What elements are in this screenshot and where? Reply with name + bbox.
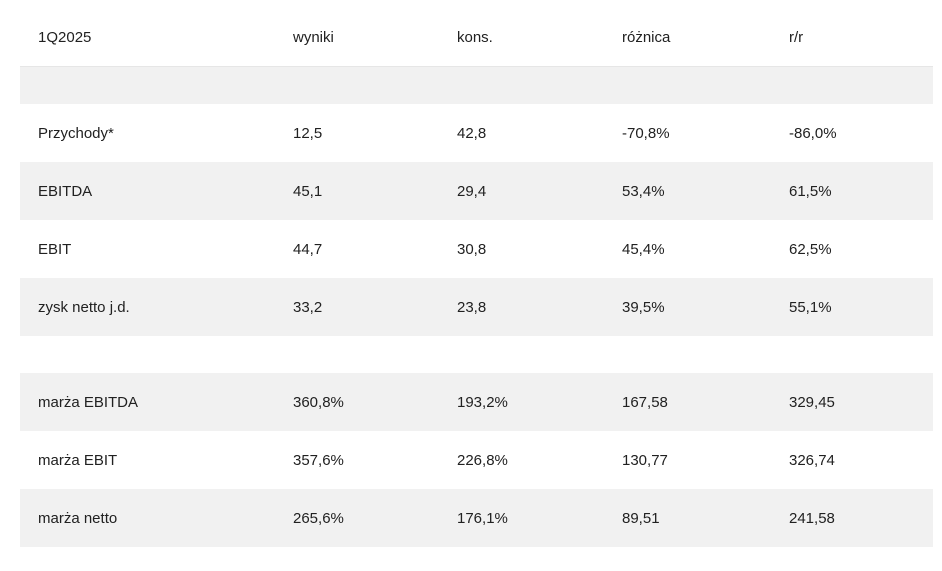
table-cell: 45,4%	[622, 240, 665, 258]
table-cell: 326,74	[789, 451, 835, 469]
table-cell: -70,8%	[622, 124, 670, 142]
table-cell: 55,1%	[789, 298, 832, 316]
spacer-row-top	[20, 66, 933, 104]
table-cell: 226,8%	[457, 451, 508, 469]
row-label: EBIT	[38, 240, 72, 258]
table-cell: 130,77	[622, 451, 668, 469]
spacer-cell	[20, 66, 933, 104]
table-cell: 29,4	[457, 182, 487, 200]
header-cell-rr: r/r	[789, 29, 804, 47]
table-cell: 61,5%	[789, 182, 832, 200]
table-cell: 167,58	[622, 393, 668, 411]
header-cell-wyniki: wyniki	[293, 29, 334, 47]
financial-results-table: 1Q2025 wyniki kons. różnica r/r Przychod…	[20, 10, 933, 547]
spacer-cell	[20, 336, 933, 373]
table-cell: 360,8%	[293, 393, 344, 411]
row-marza-netto: marża netto 265,6% 176,1% 89,51 241,58	[20, 489, 933, 547]
table-cell: 89,51	[622, 509, 660, 527]
table-cell: 176,1%	[457, 509, 508, 527]
row-label: EBITDA	[38, 182, 93, 200]
table-cell: 33,2	[293, 298, 323, 316]
row-zysk-netto: zysk netto j.d. 33,2 23,8 39,5% 55,1%	[20, 278, 933, 336]
table-cell: 44,7	[293, 240, 323, 258]
table-cell: 30,8	[457, 240, 487, 258]
row-marza-ebit: marża EBIT 357,6% 226,8% 130,77 326,74	[20, 431, 933, 489]
header-cell-period: 1Q2025	[38, 29, 92, 47]
row-label: Przychody*	[38, 124, 114, 142]
header-cell-kons: kons.	[457, 29, 493, 47]
table-cell: 53,4%	[622, 182, 665, 200]
row-marza-ebitda: marża EBITDA 360,8% 193,2% 167,58 329,45	[20, 373, 933, 431]
row-label: marża EBIT	[38, 451, 118, 469]
table-cell: 62,5%	[789, 240, 832, 258]
row-przychody: Przychody* 12,5 42,8 -70,8% -86,0%	[20, 104, 933, 162]
table-cell: 241,58	[789, 509, 835, 527]
table-cell: 23,8	[457, 298, 487, 316]
table-cell: 12,5	[293, 124, 323, 142]
table-cell: 357,6%	[293, 451, 344, 469]
header-cell-roznica: różnica	[622, 29, 671, 47]
table-cell: 329,45	[789, 393, 835, 411]
spacer-row-middle	[20, 336, 933, 373]
table-cell: 265,6%	[293, 509, 344, 527]
row-ebitda: EBITDA 45,1 29,4 53,4% 61,5%	[20, 162, 933, 220]
table-header-row: 1Q2025 wyniki kons. różnica r/r	[20, 10, 933, 66]
table-cell: 39,5%	[622, 298, 665, 316]
table-cell: -86,0%	[789, 124, 837, 142]
table-cell: 193,2%	[457, 393, 508, 411]
row-ebit: EBIT 44,7 30,8 45,4% 62,5%	[20, 220, 933, 278]
row-label: marża EBITDA	[38, 393, 139, 411]
row-label: zysk netto j.d.	[38, 298, 130, 316]
table-cell: 42,8	[457, 124, 487, 142]
row-label: marża netto	[38, 509, 118, 527]
table-cell: 45,1	[293, 182, 323, 200]
